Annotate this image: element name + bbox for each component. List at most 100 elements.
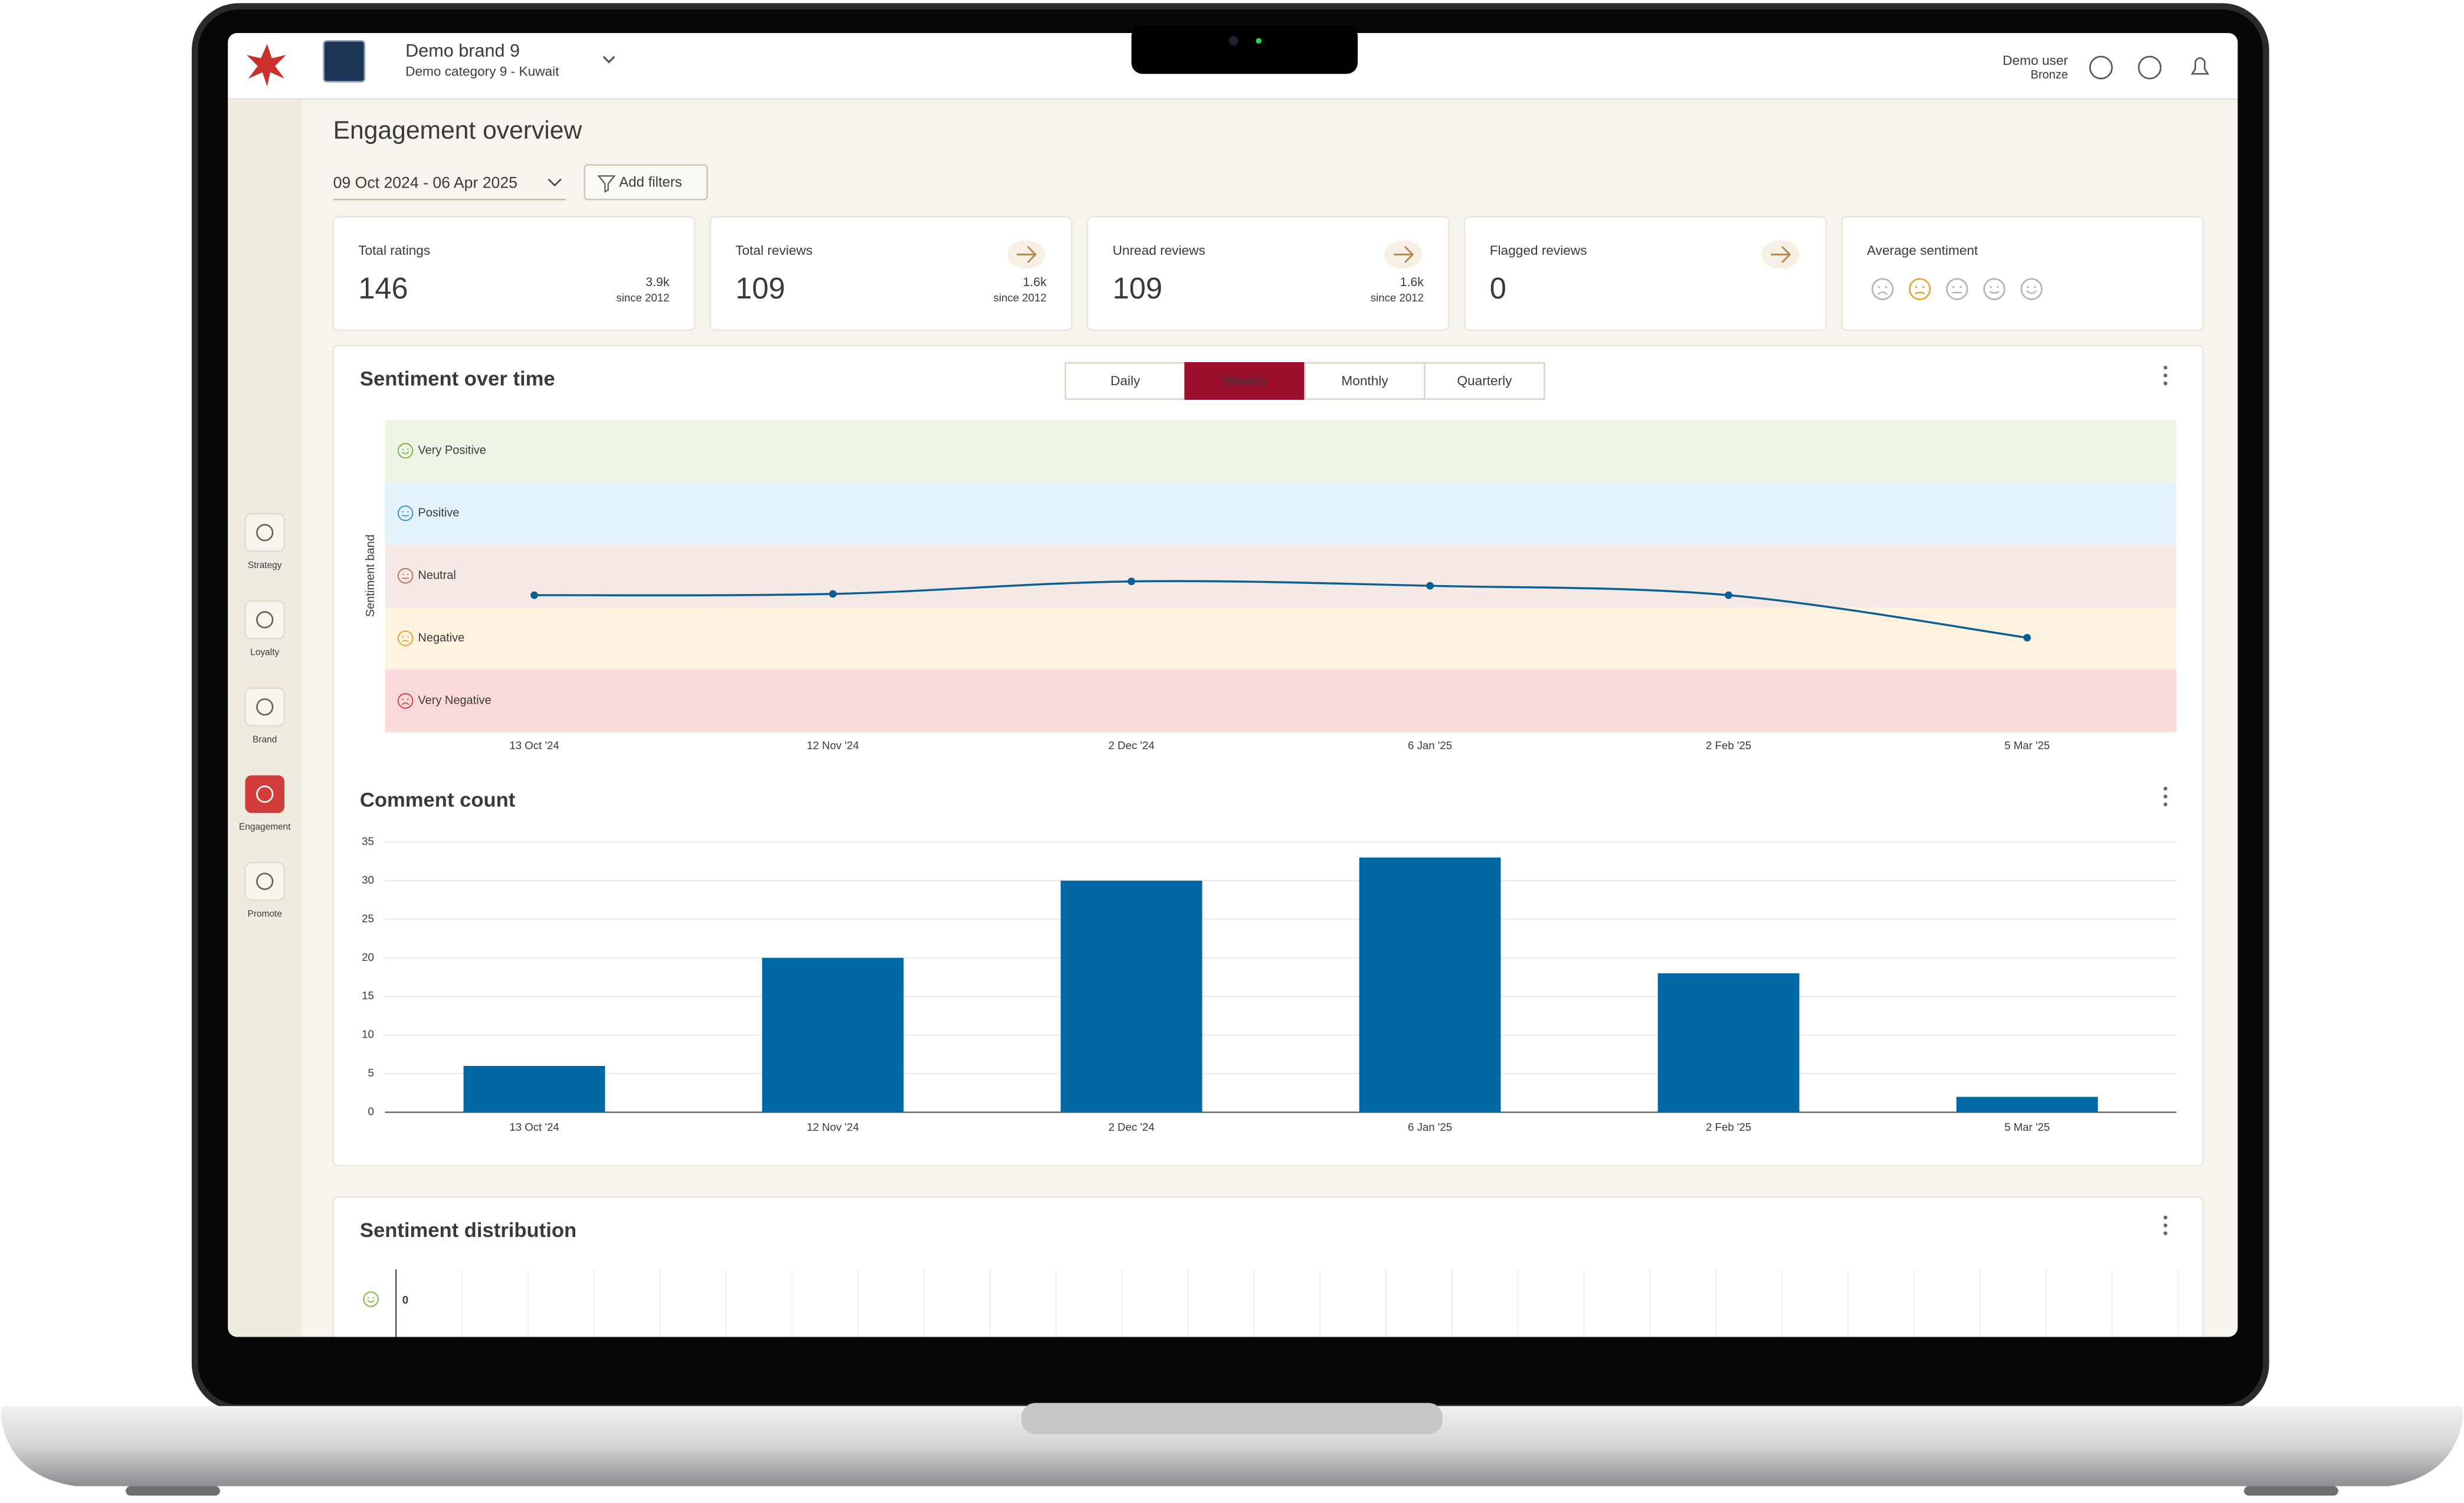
nav-icon-bg [244,600,286,639]
face-eye [402,511,404,513]
y-tick-label: 15 [362,989,374,1002]
base-notch [1021,1403,1443,1435]
face-outline [397,442,414,459]
period-tab[interactable] [1304,362,1426,400]
account-icon[interactable] [2089,55,2113,80]
band-icon [397,567,414,584]
kpi-total: 1.6k [1023,275,1047,289]
nav-item[interactable]: Engagement [239,775,291,832]
y-tick-label: 20 [362,951,374,963]
comment-chart: Comment count 0 5 10 15 20 25 30 35 13 Oct '24 12 … [360,789,2177,1133]
face-eye [1960,285,1962,288]
face-outline [363,1291,379,1307]
brand-dropdown[interactable] [602,55,615,64]
face-mouth [402,514,409,517]
y-tick-label: 5 [368,1066,373,1079]
arrow-icon[interactable] [1394,246,1414,263]
brand-logo[interactable] [323,40,366,83]
period-tab[interactable] [1424,362,1545,400]
nav-icon [256,872,274,890]
notifications-icon[interactable] [2190,57,2210,75]
y-tick-label: 35 [362,835,374,847]
nav-icon-bg [244,513,286,553]
x-tick-label: 12 Nov '24 [807,739,859,751]
kpi-card[interactable]: Total reviews 109 1.6k since 2012 [709,216,1073,331]
nav-item[interactable]: Promote [244,861,286,919]
x-tick-label: 13 Oct '24 [509,1121,559,1133]
arrow-icon[interactable] [1017,246,1037,263]
kpi-label: Total ratings [358,243,430,258]
sentiment-band [385,419,2177,483]
x-tick-label: 6 Jan '25 [1408,739,1452,751]
period-label[interactable]: Quarterly [1457,373,1512,388]
kpi-card[interactable]: Unread reviews 109 1.6k since 2012 [1086,216,1450,331]
y-axis-label: Sentiment band [364,534,377,617]
face-eye [402,573,404,575]
period-label[interactable]: Daily [1110,373,1141,388]
kpi-since: since 2012 [994,291,1047,304]
bar [1359,857,1501,1113]
sentiment-band [385,607,2177,670]
brand-name[interactable]: Demo brand 9 [405,41,520,61]
bar [1657,973,1800,1113]
filter-button[interactable] [584,164,708,201]
filter-label[interactable]: Add filters [619,175,682,191]
kebab-menu[interactable] [2163,1215,2168,1235]
face-eye [407,511,409,513]
date-range[interactable]: 09 Oct 2024 - 06 Apr 2025 [333,174,517,192]
nav-item[interactable]: Strategy [244,513,286,570]
y-tick-label: 30 [362,874,374,886]
camera-light [1256,38,1262,44]
face-outline [1946,278,1968,300]
sentiment-option [1871,278,1894,300]
line-point [2023,634,2032,642]
kpi-total: 3.9k [646,275,670,289]
bar [1060,880,1202,1113]
nav-item[interactable]: Loyalty [244,600,286,658]
kpi-value: 109 [735,271,785,305]
chart-title: Sentiment over time [360,368,555,390]
kebab-menu[interactable] [2163,786,2168,806]
nav-item[interactable]: Brand [244,687,286,745]
period-label[interactable]: Monthly [1341,373,1388,388]
face-mouth [402,451,409,454]
kpi-since: since 2012 [1371,291,1424,304]
kpi-value: 146 [358,271,408,305]
face-eye [407,636,409,638]
nav-label: Strategy [248,560,282,570]
period-tab[interactable] [1184,362,1306,400]
laptop-base [1,1406,2463,1486]
kpi-card: Total ratings 146 3.9k since 2012 [332,216,696,331]
arrow-icon[interactable] [1771,246,1791,263]
kpi-since: since 2012 [616,291,669,304]
user-tier: Bronze [2031,68,2068,81]
camera-notch [1131,25,1358,74]
band-icon [397,693,414,709]
nav-label: Brand [253,735,277,745]
face-eye [372,1297,375,1299]
band-icon [363,1291,379,1307]
help-icon[interactable] [2138,55,2162,80]
line-point [829,590,837,598]
date-dropdown[interactable] [548,178,562,187]
camera [1228,36,1238,46]
screen: Demo brand 9 Demo category 9 - Kuwait De… [228,32,2238,1337]
sentiment-chart: Sentiment over time Sentiment band Very Ne… [360,368,2177,751]
user-name[interactable]: Demo user [2003,53,2068,68]
face-eye [368,1297,369,1299]
face-eye [2027,285,2029,288]
kpi-card[interactable]: Flagged reviews 0 [1463,216,1827,331]
sentiment-band [385,670,2177,733]
sidebar-nav: Strategy Loyalty Brand Engagement Promote [239,513,291,919]
foot [2244,1486,2338,1496]
sentiment-option [1983,278,2006,300]
y-tick-label: 25 [362,912,374,924]
line-point [1426,582,1434,590]
face-outline [1983,278,2006,300]
x-tick-label: 5 Mar '25 [2004,1121,2050,1133]
face-outline [397,693,414,709]
face-mouth [1989,291,2000,294]
period-label[interactable]: Weekly [1223,373,1267,388]
kebab-menu[interactable] [2163,366,2168,386]
